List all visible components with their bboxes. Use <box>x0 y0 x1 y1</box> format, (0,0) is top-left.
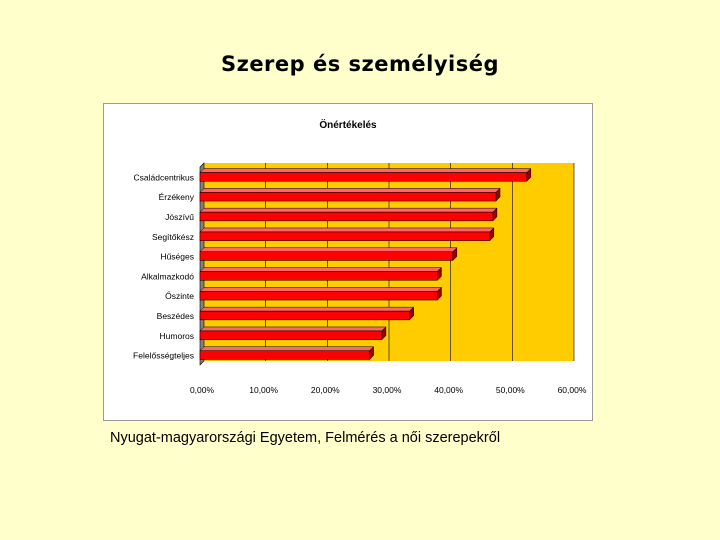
bar <box>199 291 438 301</box>
bar-top <box>199 346 375 351</box>
x-tick-label: 50,00% <box>496 385 525 395</box>
chart-title: Önértékelés <box>319 118 377 131</box>
category-label: Felelősségteljes <box>133 351 194 361</box>
bar-top <box>199 188 501 193</box>
bar-top <box>199 287 443 292</box>
bar-top <box>199 227 495 233</box>
x-tick-label: 0,00% <box>190 385 215 395</box>
chart-container: Önértékelés Családcentrikus Érzékeny Jószív… <box>103 103 593 421</box>
bar-top <box>199 247 458 252</box>
bar <box>199 271 438 281</box>
bar <box>199 251 454 261</box>
x-tick-label: 40,00% <box>434 385 463 395</box>
bar <box>199 330 383 340</box>
bar-top <box>199 306 415 312</box>
slide-caption: Nyugat-magyarországi Egyetem, Felmérés a… <box>110 430 501 446</box>
bar <box>199 310 410 321</box>
bar <box>199 172 528 182</box>
x-tick-label: 60,00% <box>558 385 587 395</box>
category-label: Őszinte <box>165 291 194 301</box>
bar-top <box>199 168 532 173</box>
bar-chart: Önértékelés Családcentrikus Érzékeny Jószív… <box>133 118 587 395</box>
x-tick-label: 10,00% <box>249 385 278 395</box>
category-label: Alkalmazkodó <box>141 271 194 281</box>
bar <box>199 211 494 222</box>
category-label: Érzékeny <box>159 192 195 202</box>
category-label: Segítőkész <box>152 232 194 242</box>
category-label: Hűséges <box>160 252 194 262</box>
x-tick-label: 30,00% <box>373 385 402 395</box>
bar-top <box>199 326 387 332</box>
category-label: Beszédes <box>157 311 194 321</box>
category-label: Humoros <box>160 331 194 341</box>
category-label: Családcentrikus <box>134 172 194 182</box>
slide-title: Szerep és személyiség <box>220 52 500 76</box>
bar <box>199 231 491 241</box>
bar <box>199 192 497 202</box>
x-tick-label: 20,00% <box>311 385 340 395</box>
bar-top <box>199 267 443 272</box>
bar-top <box>199 207 498 213</box>
bar <box>199 350 370 360</box>
category-label: Jószívű <box>165 212 194 222</box>
